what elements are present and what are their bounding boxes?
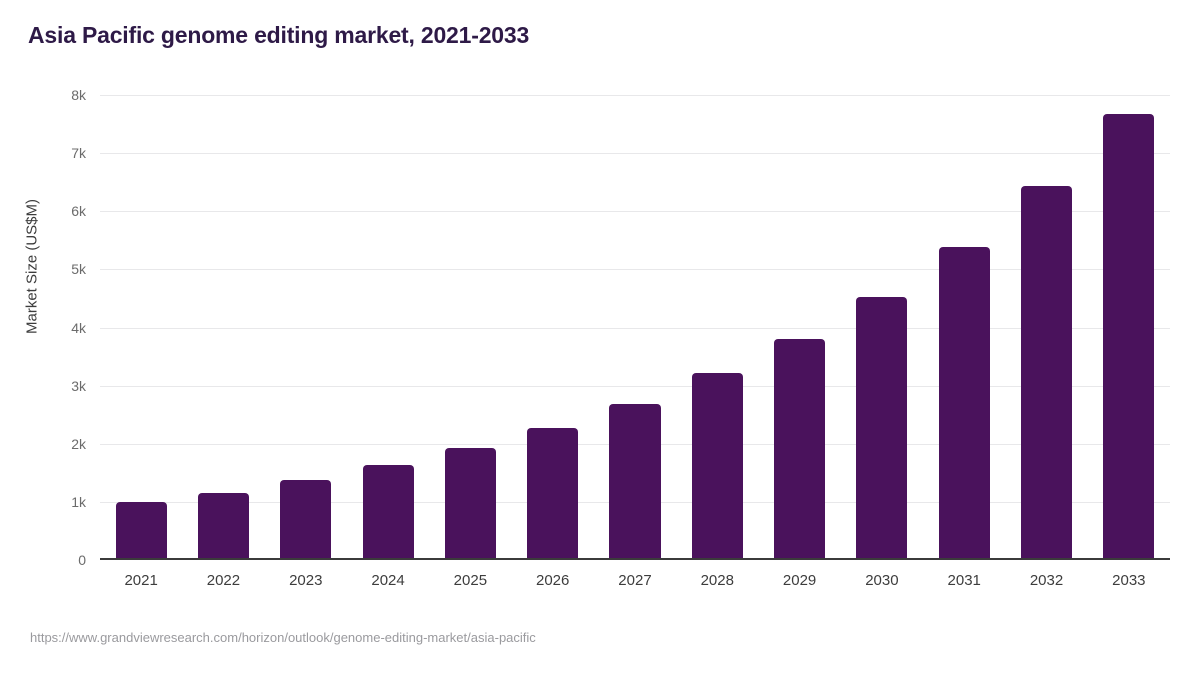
gridline	[100, 211, 1170, 213]
bar[interactable]	[280, 479, 332, 560]
bar[interactable]	[774, 338, 826, 560]
y-axis-tick-label: 0	[78, 552, 86, 568]
x-axis-tick-label: 2027	[618, 572, 652, 589]
bar[interactable]	[1021, 186, 1073, 560]
y-axis-tick-label: 2k	[71, 435, 86, 452]
bar[interactable]	[1103, 114, 1155, 560]
y-axis-tick-labels: 0 1k 2k 3k 4k 5k 6k 7k 8k	[0, 87, 100, 568]
bar[interactable]	[444, 448, 496, 560]
x-axis-tick-label: 2030	[865, 572, 899, 589]
source-url[interactable]: https://www.grandviewresearch.com/horizo…	[30, 630, 536, 645]
bar-column[interactable]	[691, 95, 743, 560]
bar-column[interactable]	[444, 95, 496, 560]
bar[interactable]	[691, 373, 743, 560]
bar-column[interactable]	[197, 95, 249, 560]
plot-area	[100, 95, 1170, 560]
x-axis-tick-label: 2031	[947, 572, 981, 589]
gridline	[100, 95, 1170, 96]
y-axis-tick-label: 6k	[71, 203, 86, 220]
y-axis-tick-label: 3k	[71, 377, 86, 394]
gridline	[100, 327, 1170, 329]
x-axis-tick-label: 2021	[124, 572, 158, 589]
bar[interactable]	[362, 465, 414, 560]
gridline	[100, 385, 1170, 387]
x-axis-tick-label: 2033	[1112, 572, 1146, 589]
gridline	[100, 269, 1170, 271]
bar[interactable]	[609, 403, 661, 560]
x-axis-tick-label: 2022	[206, 572, 241, 589]
bar[interactable]	[115, 501, 167, 560]
bar-column[interactable]	[1021, 95, 1073, 560]
bar[interactable]	[197, 492, 249, 560]
y-axis-tick-label: 1k	[71, 493, 86, 510]
gridline	[100, 153, 1170, 155]
bar-column[interactable]	[280, 95, 332, 560]
x-axis-tick-label: 2023	[289, 572, 323, 589]
bar-column[interactable]	[362, 95, 414, 560]
page-title: Asia Pacific genome editing market, 2021…	[28, 22, 530, 48]
y-axis-tick-label: 7k	[71, 145, 86, 162]
bar-column[interactable]	[115, 95, 167, 560]
bar-column[interactable]	[774, 95, 826, 560]
x-axis-tick-label: 2024	[371, 572, 405, 589]
bar-column[interactable]	[938, 95, 990, 560]
bar-series	[100, 95, 1170, 560]
bar-column[interactable]	[527, 95, 579, 560]
x-axis-tick-label: 2028	[700, 572, 734, 589]
y-axis-tick-label: 4k	[71, 319, 86, 336]
x-axis-line	[100, 558, 1170, 560]
y-axis-tick-label: 5k	[71, 261, 86, 278]
x-axis-tick-label: 2029	[782, 572, 817, 589]
bar[interactable]	[938, 246, 990, 560]
x-axis-tick-label: 2032	[1029, 572, 1064, 589]
bar-column[interactable]	[856, 95, 908, 560]
x-axis-tick-label: 2026	[535, 572, 570, 589]
x-axis-tick-label: 2025	[453, 572, 488, 589]
bar-column[interactable]	[609, 95, 661, 560]
bar[interactable]	[527, 428, 579, 560]
bar-column[interactable]	[1103, 95, 1155, 560]
y-axis-tick-label: 8k	[71, 87, 86, 103]
bar[interactable]	[856, 296, 908, 560]
